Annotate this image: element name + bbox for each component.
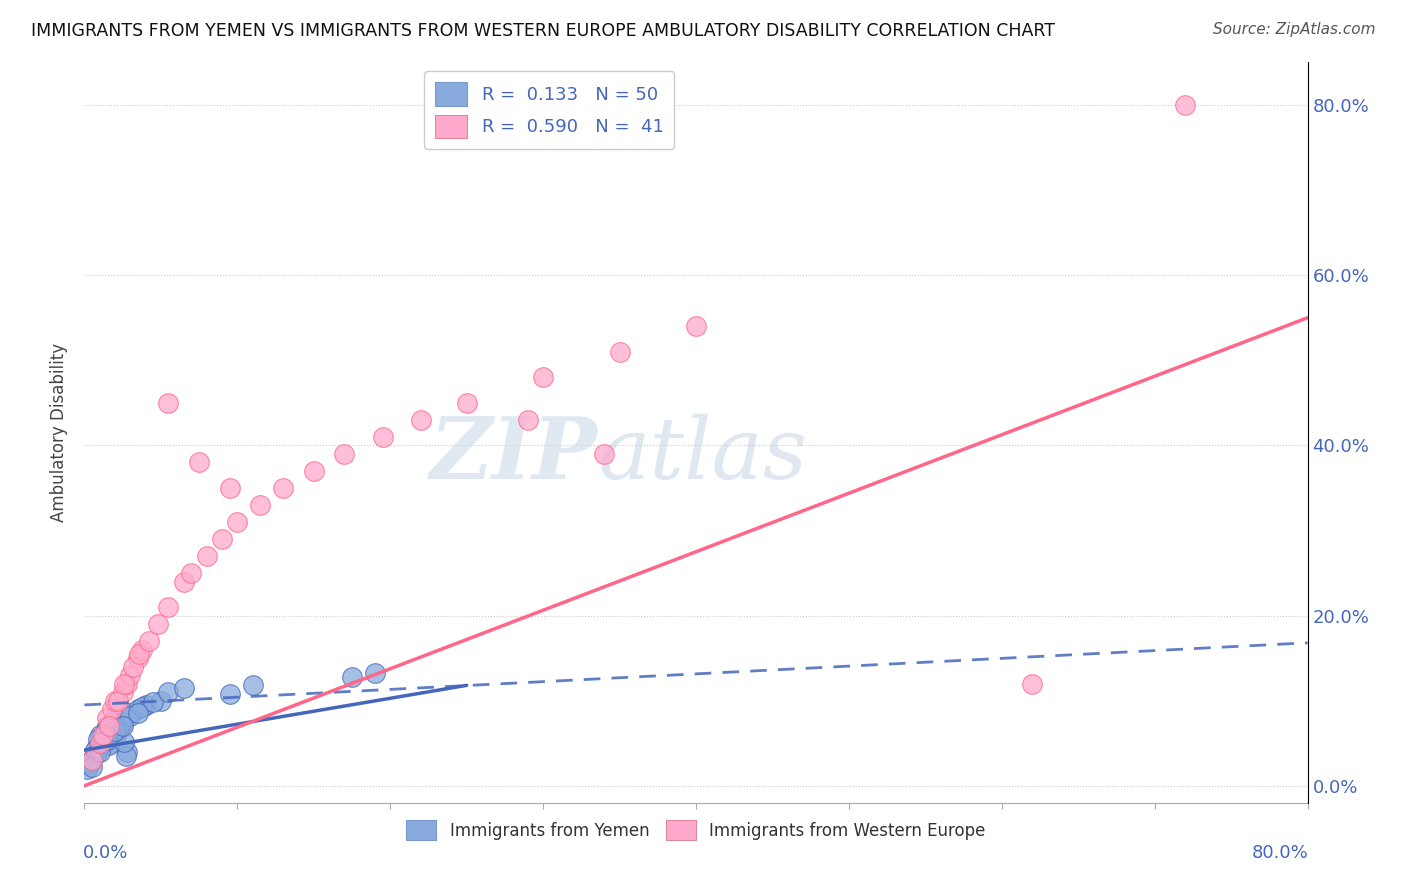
- Point: [89, 736, 111, 750]
- Point: [91, 734, 114, 748]
- Point: [593, 447, 616, 461]
- Point: [101, 702, 124, 716]
- Point: [142, 695, 165, 709]
- Point: [94, 723, 117, 738]
- Point: [135, 698, 157, 712]
- Point: [96, 711, 118, 725]
- Point: [188, 455, 211, 469]
- Point: [115, 676, 138, 690]
- Text: 80.0%: 80.0%: [1253, 844, 1309, 862]
- Point: [516, 413, 538, 427]
- Point: [409, 413, 432, 427]
- Point: [80, 760, 103, 774]
- Point: [364, 666, 387, 681]
- Point: [77, 757, 100, 772]
- Point: [173, 681, 195, 695]
- Point: [96, 719, 118, 733]
- Point: [340, 670, 363, 684]
- Point: [87, 731, 110, 746]
- Point: [76, 762, 98, 776]
- Point: [249, 498, 271, 512]
- Y-axis label: Ambulatory Disability: Ambulatory Disability: [51, 343, 69, 522]
- Point: [120, 706, 142, 721]
- Legend: Immigrants from Yemen, Immigrants from Western Europe: Immigrants from Yemen, Immigrants from W…: [399, 814, 993, 847]
- Point: [107, 721, 129, 735]
- Point: [105, 728, 128, 742]
- Point: [111, 714, 134, 729]
- Point: [146, 617, 169, 632]
- Text: Source: ZipAtlas.com: Source: ZipAtlas.com: [1212, 22, 1375, 37]
- Point: [180, 566, 202, 580]
- Point: [83, 749, 105, 764]
- Point: [609, 344, 631, 359]
- Point: [456, 396, 478, 410]
- Point: [84, 743, 107, 757]
- Point: [211, 532, 233, 546]
- Point: [108, 717, 131, 731]
- Point: [107, 694, 129, 708]
- Point: [101, 726, 124, 740]
- Point: [111, 719, 134, 733]
- Point: [97, 738, 120, 752]
- Point: [127, 706, 149, 720]
- Point: [91, 736, 114, 750]
- Point: [157, 685, 180, 699]
- Point: [90, 740, 112, 755]
- Point: [138, 634, 160, 648]
- Point: [685, 319, 707, 334]
- Point: [115, 745, 138, 759]
- Text: 0.0%: 0.0%: [83, 844, 128, 862]
- Point: [127, 651, 149, 665]
- Text: IMMIGRANTS FROM YEMEN VS IMMIGRANTS FROM WESTERN EUROPE AMBULATORY DISABILITY CO: IMMIGRANTS FROM YEMEN VS IMMIGRANTS FROM…: [31, 22, 1054, 40]
- Point: [302, 464, 325, 478]
- Point: [91, 728, 114, 742]
- Point: [89, 728, 111, 742]
- Point: [79, 755, 101, 769]
- Point: [110, 719, 132, 733]
- Point: [112, 676, 135, 690]
- Point: [103, 714, 125, 729]
- Point: [131, 700, 153, 714]
- Point: [122, 659, 145, 673]
- Point: [104, 711, 127, 725]
- Point: [226, 515, 249, 529]
- Point: [157, 396, 180, 410]
- Point: [98, 736, 121, 750]
- Point: [333, 447, 356, 461]
- Point: [97, 719, 120, 733]
- Point: [531, 370, 554, 384]
- Point: [173, 574, 195, 589]
- Point: [271, 481, 294, 495]
- Point: [86, 740, 108, 755]
- Point: [1021, 676, 1043, 690]
- Point: [86, 747, 108, 761]
- Point: [101, 731, 124, 746]
- Point: [131, 642, 153, 657]
- Point: [89, 745, 111, 759]
- Point: [218, 481, 240, 495]
- Point: [111, 685, 134, 699]
- Point: [195, 549, 218, 563]
- Point: [120, 709, 142, 723]
- Point: [114, 749, 136, 764]
- Point: [96, 732, 118, 747]
- Point: [80, 753, 103, 767]
- Point: [1174, 98, 1197, 112]
- Point: [107, 723, 129, 738]
- Point: [120, 668, 142, 682]
- Point: [149, 694, 172, 708]
- Point: [242, 678, 264, 692]
- Text: ZIP: ZIP: [430, 413, 598, 497]
- Point: [104, 724, 127, 739]
- Point: [104, 694, 127, 708]
- Point: [157, 600, 180, 615]
- Point: [93, 730, 115, 744]
- Text: atlas: atlas: [598, 414, 807, 496]
- Point: [128, 647, 150, 661]
- Point: [371, 430, 394, 444]
- Point: [218, 687, 240, 701]
- Point: [80, 753, 103, 767]
- Point: [112, 734, 135, 748]
- Point: [127, 702, 149, 716]
